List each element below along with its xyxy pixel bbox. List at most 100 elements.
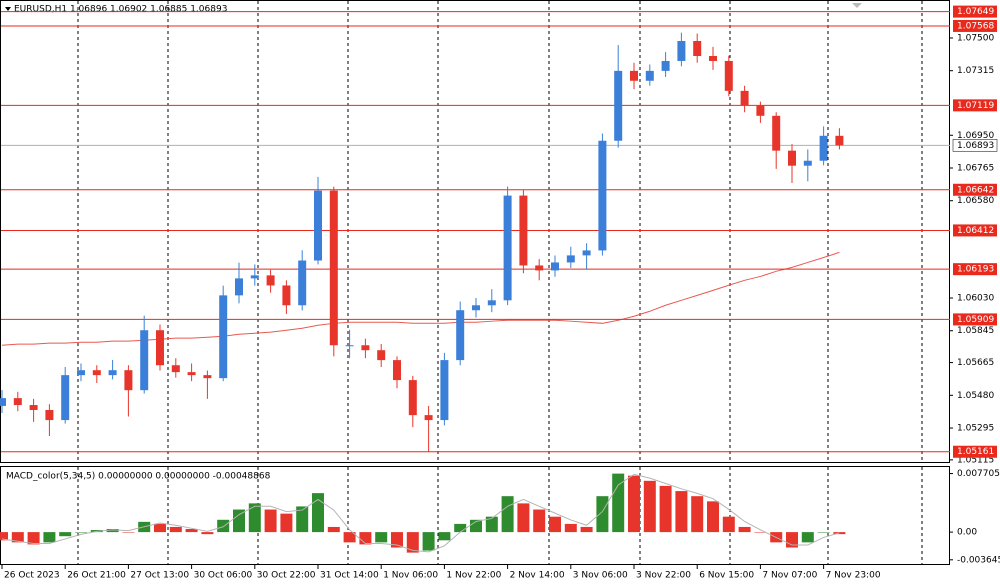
macd-bar — [643, 480, 656, 533]
macd-bar — [438, 532, 451, 541]
level-label: 1.07119 — [957, 101, 994, 111]
macd-bar — [754, 532, 767, 533]
macd-bar — [11, 532, 24, 543]
candle-body — [566, 255, 575, 263]
macd-bar — [580, 526, 593, 533]
macd-bar — [707, 501, 719, 533]
candle-body — [630, 70, 638, 81]
y-tick-label: 1.06580 — [957, 196, 994, 206]
macd-bar — [327, 526, 340, 533]
candle-body — [709, 56, 717, 61]
candle-body — [408, 380, 417, 416]
level-label-box — [953, 183, 997, 196]
x-tick-label: 31 Oct 14:00 — [320, 571, 379, 581]
x-tick-label: 1 Nov 22:00 — [446, 571, 501, 581]
macd-bar — [75, 532, 87, 533]
candle-body — [535, 265, 544, 271]
macd-frame — [0, 466, 950, 565]
macd-bar — [43, 532, 56, 543]
candle-body — [235, 278, 243, 296]
level-label: 1.07568 — [957, 21, 994, 31]
macd-bar — [501, 496, 514, 533]
candle-body — [740, 90, 749, 106]
macd-bar — [27, 532, 40, 545]
y-tick-label: 1.07500 — [957, 33, 994, 43]
candle-body — [472, 305, 480, 311]
level-label-box — [953, 263, 997, 276]
macd-bar — [454, 523, 467, 533]
candle-body — [329, 190, 338, 346]
macd-bar — [628, 475, 640, 533]
macd-title: MACD_color(5,34,5) 0.00000000 0.00000000… — [6, 472, 271, 482]
candle-body — [282, 285, 291, 306]
macd-bar — [722, 516, 735, 533]
macd-bar — [233, 509, 245, 533]
candle-body — [724, 60, 733, 91]
symbol-menu-icon — [5, 7, 11, 11]
candle-body — [156, 330, 164, 366]
candle-body — [645, 70, 654, 81]
macd-y-tick-label: -0.0036456 — [957, 555, 1000, 565]
macd-bar — [564, 523, 577, 533]
candle-body — [203, 375, 212, 379]
candle-body — [693, 40, 702, 57]
candle-body — [266, 275, 275, 286]
macd-bar — [312, 493, 324, 533]
signal-line — [1, 473, 840, 553]
macd-bar — [406, 532, 419, 553]
level-label: 1.06642 — [957, 185, 994, 195]
candle-body — [393, 360, 401, 381]
y-tick-label: 1.05480 — [957, 391, 994, 401]
macd-bar — [549, 516, 561, 533]
candle-body — [788, 150, 796, 166]
macd-bar — [359, 532, 372, 545]
candle-body — [29, 405, 38, 410]
x-tick-label: 7 Nov 23:00 — [826, 571, 881, 581]
x-tick-label: 27 Oct 13:00 — [130, 571, 189, 581]
macd-bar — [485, 516, 498, 533]
candle-body — [598, 140, 607, 251]
macd-bar — [280, 513, 293, 533]
candle-body — [314, 190, 322, 261]
main-frame — [0, 0, 950, 463]
candle-body — [487, 300, 496, 306]
x-tick-label: 3 Nov 06:00 — [573, 571, 628, 581]
y-tick-label: 1.05115 — [957, 455, 994, 465]
level-label-box — [953, 445, 997, 458]
y-tick-label: 1.06950 — [957, 131, 994, 141]
level-label-box — [953, 5, 997, 18]
candle-body — [424, 415, 433, 421]
macd-bar — [422, 532, 435, 551]
candle-body — [819, 135, 828, 161]
macd-bar — [296, 506, 309, 533]
level-label: 1.07649 — [957, 7, 994, 17]
macd-bar — [517, 503, 530, 533]
candle-body — [219, 295, 228, 379]
macd-bar — [691, 496, 704, 533]
macd-y-tick-label: 0.00 — [957, 528, 977, 538]
candle-body — [835, 135, 844, 146]
candle-body — [171, 365, 180, 373]
candle-body — [345, 345, 354, 347]
x-tick-label: 7 Nov 07:00 — [762, 571, 817, 581]
candle-body — [108, 370, 117, 376]
candle-body — [361, 345, 370, 351]
candle-body — [503, 195, 512, 301]
candle-body — [45, 409, 54, 421]
macd-bar — [248, 503, 261, 533]
macd-bar — [470, 519, 482, 533]
macd-bar — [154, 523, 166, 533]
collapse-button[interactable] — [852, 3, 862, 8]
candle-body — [456, 310, 465, 361]
candle-body — [551, 262, 559, 271]
macd-bar — [217, 519, 230, 533]
level-label-box — [953, 313, 997, 326]
y-tick-label: 1.05665 — [957, 358, 994, 368]
last-price-box — [952, 139, 998, 152]
macd-bar — [817, 532, 830, 533]
macd-bar — [59, 532, 72, 537]
last-price-label: 1.06893 — [957, 141, 994, 151]
candle-body — [298, 260, 307, 306]
